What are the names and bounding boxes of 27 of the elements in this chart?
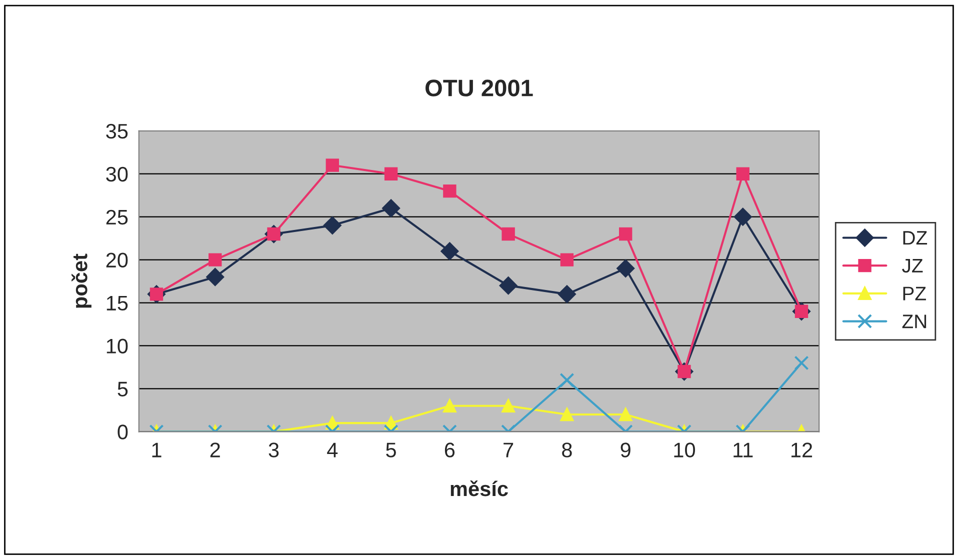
- y-tick-label: 20: [106, 252, 128, 268]
- chart-title: OTU 2001: [426, 80, 533, 96]
- legend-label: DZ: [903, 231, 928, 245]
- y-tick-label: 10: [106, 338, 128, 354]
- x-tick-label: 12: [792, 442, 812, 458]
- x-tick-label: 11: [734, 442, 753, 458]
- x-tick-label: 3: [268, 442, 279, 458]
- y-tick-label: 0: [118, 424, 128, 440]
- y-tick-label: 15: [106, 296, 128, 311]
- x-tick-label: 4: [327, 442, 338, 458]
- x-tick-label: 7: [504, 442, 514, 458]
- y-tick-label: 5: [118, 382, 128, 396]
- x-tick-label: 8: [562, 442, 572, 458]
- x-tick-label: 1: [152, 442, 162, 458]
- y-tick-label: 25: [106, 210, 128, 225]
- legend-label: ZN: [902, 314, 926, 328]
- x-axis-title: měsíc: [450, 480, 508, 496]
- x-tick-label: 5: [386, 442, 396, 458]
- y-axis-title: počet: [72, 254, 92, 308]
- x-tick-label: 6: [444, 442, 455, 458]
- x-tick-label: 10: [674, 442, 695, 458]
- y-tick-label: 35: [106, 124, 128, 139]
- x-tick-label: 9: [620, 442, 630, 458]
- y-tick-label: 30: [106, 166, 128, 182]
- legend-label: PZ: [903, 286, 926, 300]
- legend-label: JZ: [902, 259, 923, 273]
- x-tick-label: 2: [210, 442, 220, 458]
